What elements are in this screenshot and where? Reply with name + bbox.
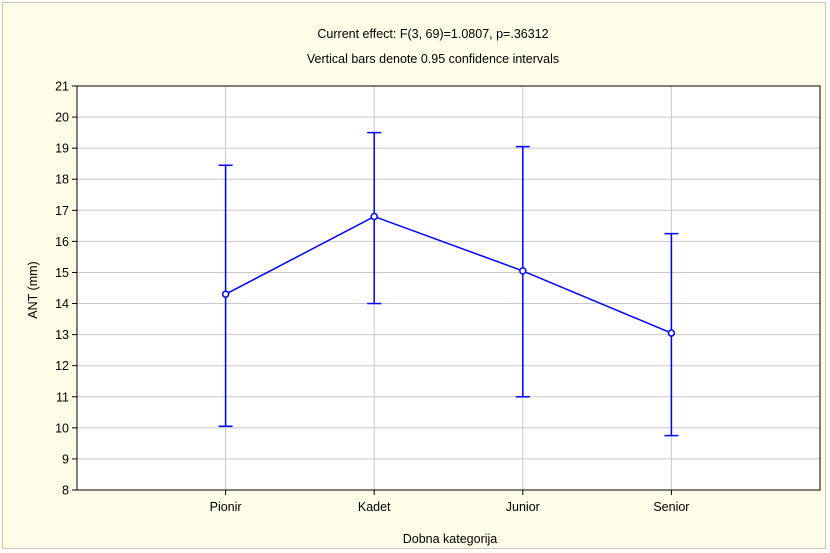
data-point	[667, 329, 676, 337]
y-tick-label: 10	[55, 421, 69, 435]
chart-subtitle: Vertical bars denote 0.95 confidence int…	[307, 52, 559, 66]
x-axis-label: Dobna kategorija	[403, 532, 498, 546]
y-tick-label: 17	[55, 204, 69, 218]
chart-title: Current effect: F(3, 69)=1.0807, p=.3631…	[317, 27, 548, 41]
y-tick-label: 12	[55, 359, 69, 373]
x-tick-label: Junior	[506, 500, 540, 514]
y-tick-label: 8	[62, 484, 69, 498]
y-tick-label: 21	[55, 80, 69, 94]
y-tick-label: 14	[55, 297, 69, 311]
data-point	[370, 212, 378, 221]
y-tick-label: 20	[55, 111, 69, 125]
plot-background	[77, 86, 820, 490]
y-axis-label: ANT (mm)	[26, 261, 40, 318]
y-tick-label: 13	[55, 328, 69, 342]
y-tick-label: 9	[62, 452, 69, 466]
y-tick-label: 15	[55, 266, 69, 280]
y-tick-label: 18	[55, 173, 69, 187]
y-tick-label: 16	[55, 235, 69, 249]
plot-area: 8 9 10 11 12 13 14 15 16 17 18 19 20 21 Pionir Kadet Jun…	[55, 80, 821, 514]
x-tick-label: Senior	[653, 500, 689, 514]
x-tick-label: Kadet	[358, 500, 391, 514]
y-tick-label: 11	[56, 390, 69, 404]
data-point	[221, 290, 230, 298]
x-tick-label: Pionir	[210, 500, 242, 514]
plot-border	[76, 85, 821, 491]
y-tick-label: 19	[55, 142, 69, 156]
series-line	[225, 215, 672, 334]
data-point	[519, 267, 527, 275]
